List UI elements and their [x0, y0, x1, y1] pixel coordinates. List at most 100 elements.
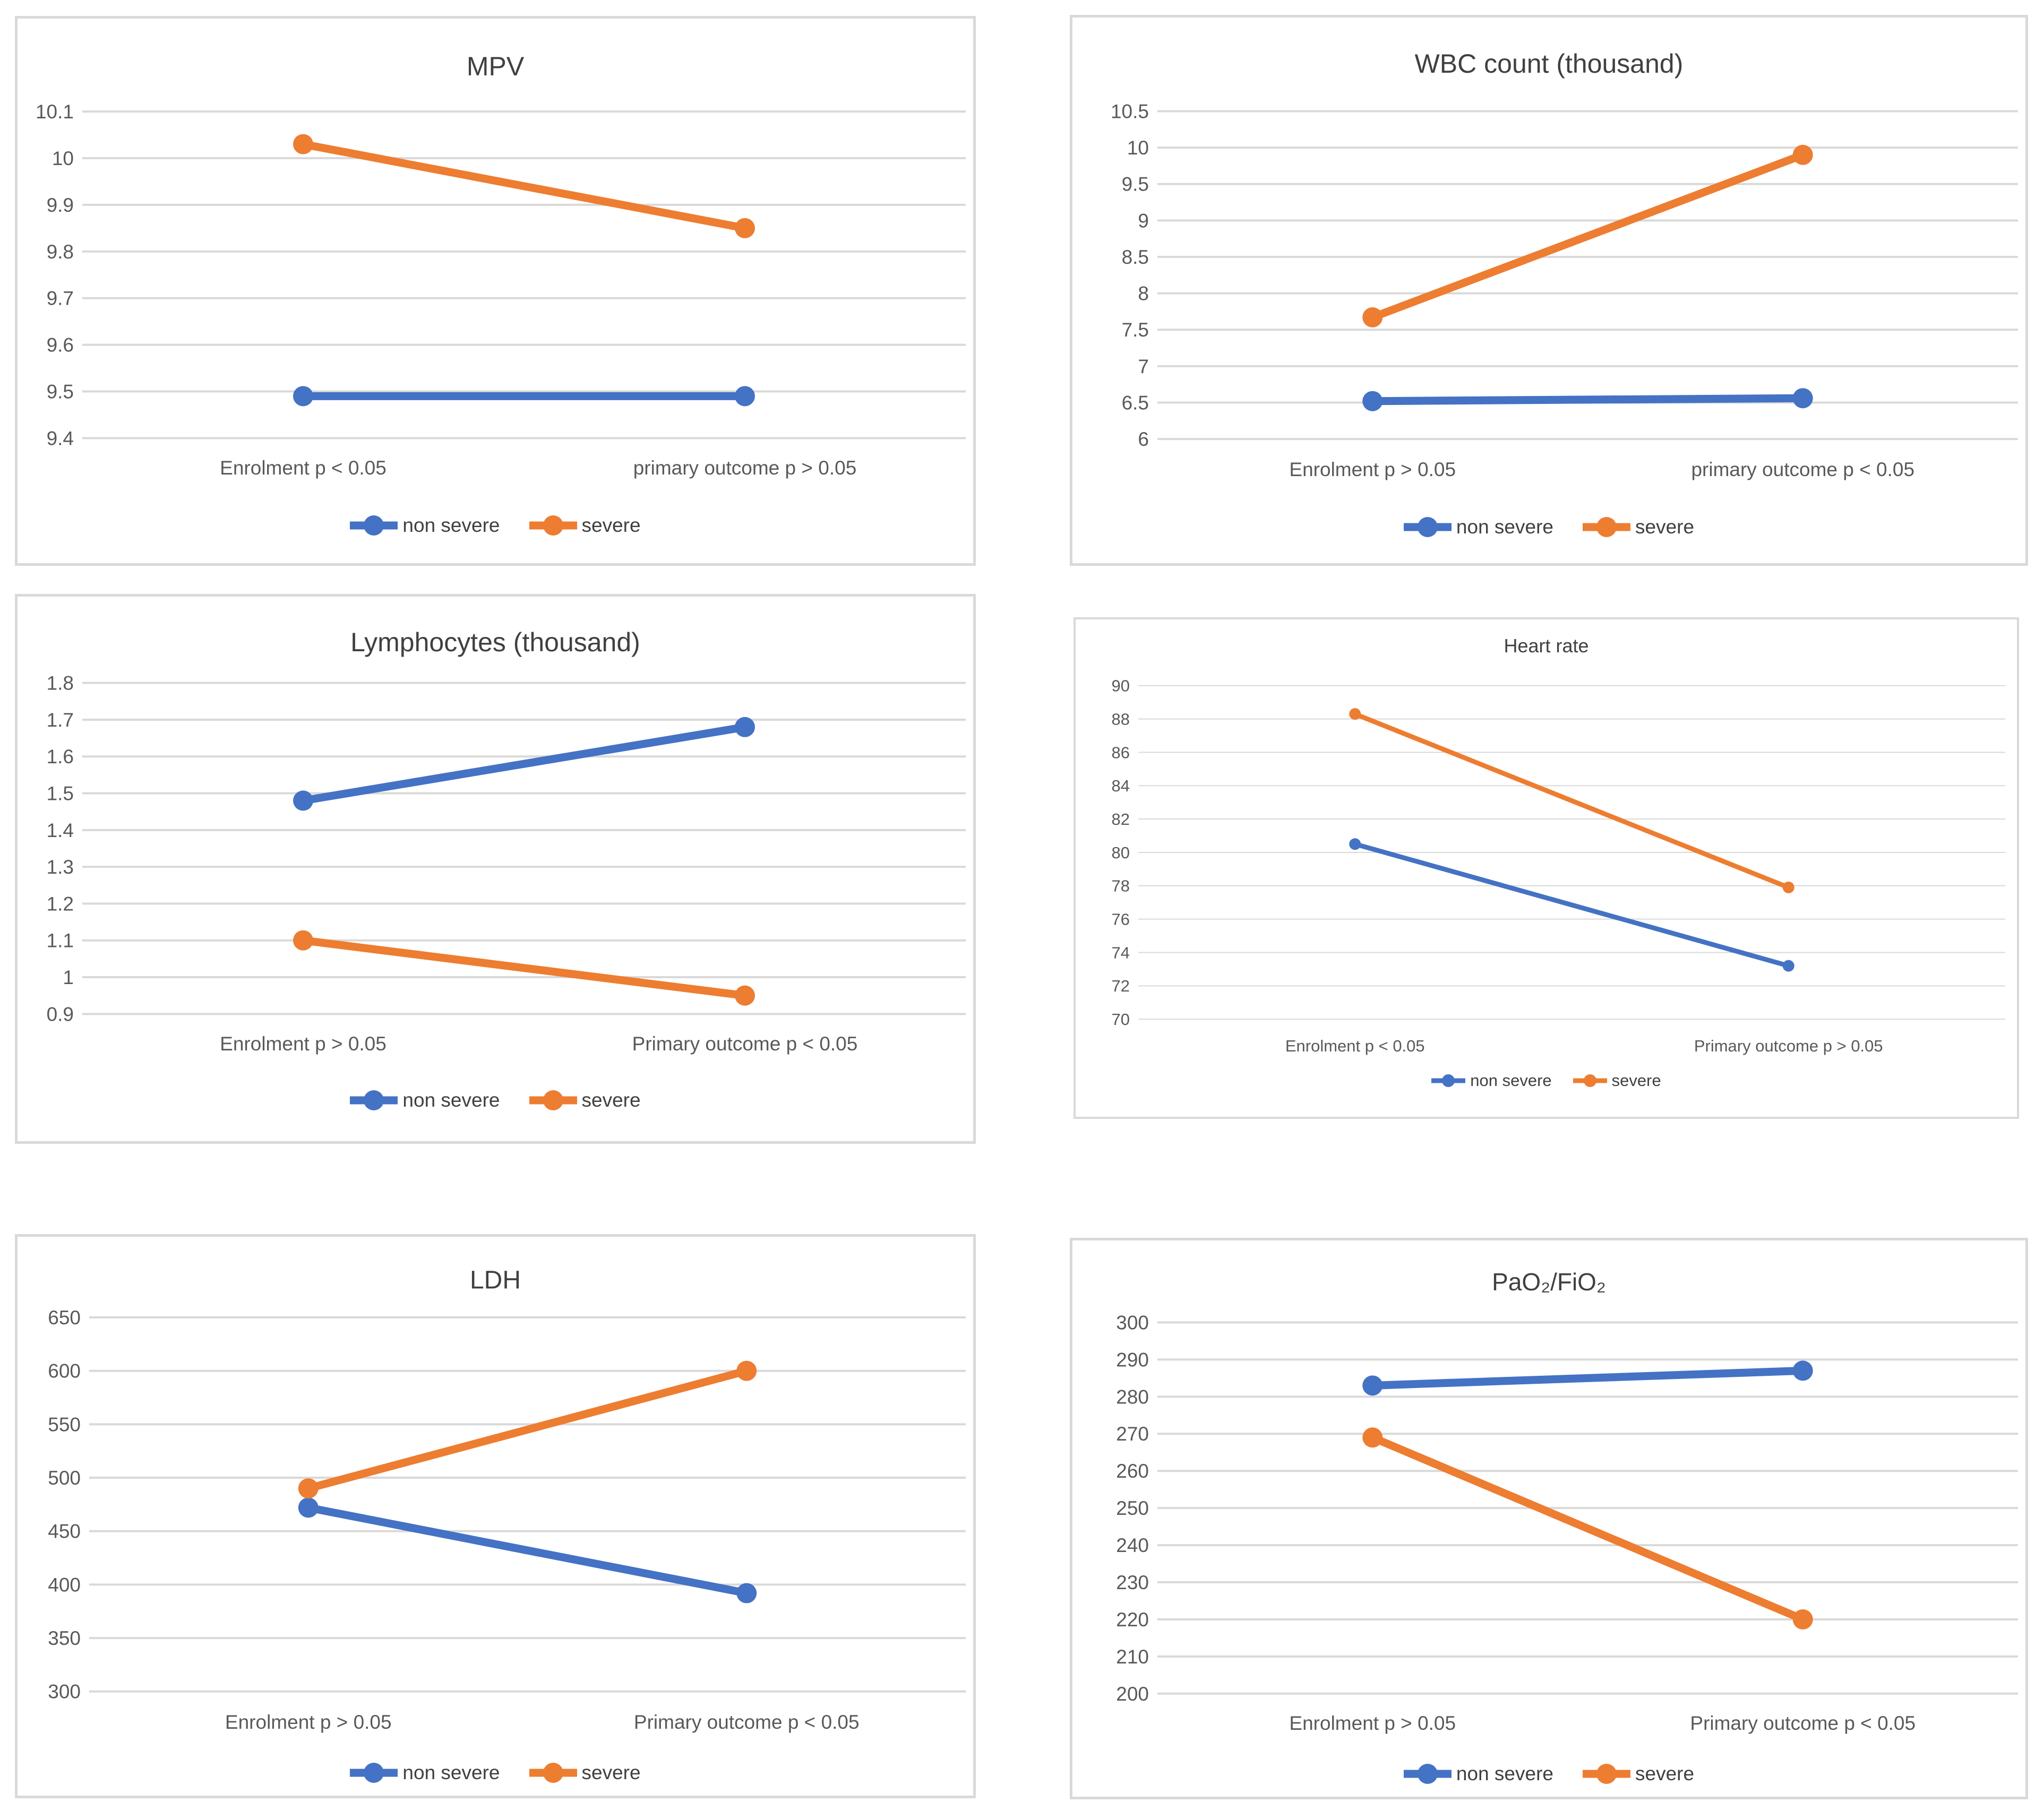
data-point-marker-severe	[735, 985, 755, 1006]
y-tick-label: 290	[1116, 1349, 1149, 1370]
y-tick-label: 1.1	[47, 930, 74, 952]
y-tick-label: 280	[1116, 1386, 1149, 1408]
data-point-marker-non-severe	[293, 790, 313, 811]
legend-item-severe: severe	[1583, 516, 1694, 538]
y-tick-label: 1.8	[47, 672, 74, 694]
y-tick-label: 550	[48, 1413, 81, 1435]
y-tick-label: 300	[48, 1681, 81, 1703]
legend: non severe severe	[1072, 1763, 2025, 1785]
series-line-non-severe	[1368, 1366, 1807, 1390]
legend-swatch-icon	[350, 515, 398, 536]
y-tick-label: 400	[48, 1574, 81, 1596]
chart-panel-mpv: 9.4 9.5 9.6 9.7 9.8 9.9 10 10.1 MPV Enrolment p <…	[15, 16, 976, 566]
legend: non severe severe	[18, 514, 973, 537]
y-tick-label: 250	[1116, 1497, 1149, 1519]
category-label: Primary outcome p < 0.05	[633, 1711, 860, 1734]
chart-title: Lymphocytes (thousand)	[350, 627, 640, 657]
category-label: Enrolment p > 0.05	[1289, 1712, 1456, 1734]
data-point-marker-severe	[293, 930, 313, 951]
chart-svg: 9.4 9.5 9.6 9.7 9.8 9.9 10 10.1	[36, 101, 966, 449]
legend-item-severe: severe	[529, 1762, 641, 1784]
legend-label: severe	[1635, 1763, 1695, 1785]
legend-label: non severe	[402, 514, 500, 537]
y-tick-label: 78	[1112, 877, 1130, 895]
legend-swatch-icon	[1583, 1764, 1630, 1784]
legend-swatch-icon	[529, 1090, 577, 1110]
category-label: Primary outcome p < 0.05	[1690, 1712, 1916, 1734]
data-point-marker-severe	[1792, 1609, 1813, 1629]
series-line-severe	[299, 936, 749, 1000]
y-tick-label: 450	[48, 1521, 81, 1542]
y-tick-label: 10	[52, 148, 74, 169]
category-label: Primary outcome p > 0.05	[1694, 1037, 1883, 1056]
category-label: Enrolment p > 0.05	[1289, 459, 1456, 481]
series-line-severe	[299, 140, 749, 232]
y-tick-label: 240	[1116, 1534, 1149, 1556]
y-tick-label: 600	[48, 1360, 81, 1382]
legend-item-non-severe: non severe	[350, 1762, 500, 1784]
chart-panel-lymphocytes: 0.9 1 1.1 1.2 1.3 1.4 1.5 1.6 1.7 1.8 Lymphocytes …	[15, 594, 976, 1144]
data-point-marker-non-severe	[735, 386, 755, 407]
chart-svg: 300 350 400 450 500 550 600 650	[48, 1307, 966, 1703]
legend-item-non-severe: non severe	[350, 1089, 500, 1111]
category-label: Enrolment p < 0.05	[1285, 1037, 1425, 1056]
y-tick-label: 6	[1138, 428, 1149, 450]
chart-svg: 0.9 1 1.1 1.2 1.3 1.4 1.5 1.6 1.7 1.8	[47, 672, 966, 1025]
legend-item-non-severe: non severe	[1431, 1071, 1552, 1090]
legend-item-severe: severe	[1573, 1071, 1661, 1090]
y-tick-label: 1.7	[47, 709, 74, 731]
y-tick-label: 1.2	[47, 893, 74, 915]
data-point-marker-severe	[293, 134, 313, 154]
legend-swatch-icon	[1583, 517, 1630, 538]
legend-swatch-icon	[350, 1090, 398, 1110]
data-point-marker-severe	[298, 1478, 319, 1499]
y-tick-label: 84	[1112, 777, 1130, 795]
chart-svg: 200 210 220 230 240 250 260 270 280 290 300	[1116, 1312, 2018, 1705]
legend-label: severe	[581, 1089, 641, 1111]
data-point-marker-non-severe	[1782, 960, 1794, 972]
y-tick-label: 9.6	[47, 334, 74, 356]
y-tick-label: 0.9	[47, 1003, 74, 1025]
data-point-marker-non-severe	[298, 1497, 319, 1518]
y-tick-label: 220	[1116, 1609, 1149, 1631]
legend-swatch-icon	[1403, 517, 1452, 538]
series-line-non-severe	[299, 723, 749, 805]
y-tick-label: 7	[1138, 356, 1149, 377]
legend-item-non-severe: non severe	[1403, 516, 1553, 538]
legend: non severe severe	[1076, 1071, 2017, 1090]
category-label: primary outcome p < 0.05	[1691, 459, 1915, 481]
chart-svg: 70 72 74 76 78 80 82 84 86 88 90	[1112, 677, 2005, 1029]
series-line-severe	[304, 1367, 751, 1493]
y-tick-label: 1.4	[47, 820, 74, 841]
legend-label: non severe	[402, 1089, 500, 1111]
y-tick-label: 9.7	[47, 288, 74, 309]
y-tick-label: 9.8	[47, 241, 74, 263]
legend-item-severe: severe	[529, 514, 641, 537]
legend-item-non-severe: non severe	[1403, 1763, 1553, 1785]
legend-swatch-icon	[529, 1762, 577, 1783]
y-tick-label: 86	[1112, 743, 1130, 762]
y-tick-label: 70	[1112, 1010, 1130, 1029]
y-tick-label: 260	[1116, 1460, 1149, 1482]
series-line-non-severe	[1368, 394, 1807, 406]
series-line-severe	[1352, 711, 1791, 890]
y-tick-label: 650	[48, 1307, 81, 1329]
legend-swatch-icon	[350, 1762, 398, 1783]
legend-label: non severe	[1456, 1763, 1553, 1785]
legend-label: severe	[581, 1761, 641, 1783]
category-label: primary outcome p > 0.05	[633, 457, 857, 479]
legend: non severe severe	[18, 1089, 973, 1111]
series-line-non-severe	[1352, 841, 1791, 969]
data-point-marker-severe	[1362, 1427, 1383, 1448]
chart-title: PaO₂/FiO₂	[1492, 1268, 1606, 1296]
data-point-marker-non-severe	[735, 717, 755, 737]
y-tick-label: 10	[1127, 137, 1149, 159]
chart-title: LDH	[469, 1266, 521, 1295]
data-point-marker-severe	[736, 1360, 757, 1381]
y-tick-label: 72	[1112, 977, 1130, 995]
y-tick-label: 90	[1112, 677, 1130, 695]
data-point-marker-non-severe	[1792, 1360, 1813, 1381]
y-tick-label: 8	[1138, 283, 1149, 305]
legend-item-severe: severe	[529, 1089, 641, 1111]
